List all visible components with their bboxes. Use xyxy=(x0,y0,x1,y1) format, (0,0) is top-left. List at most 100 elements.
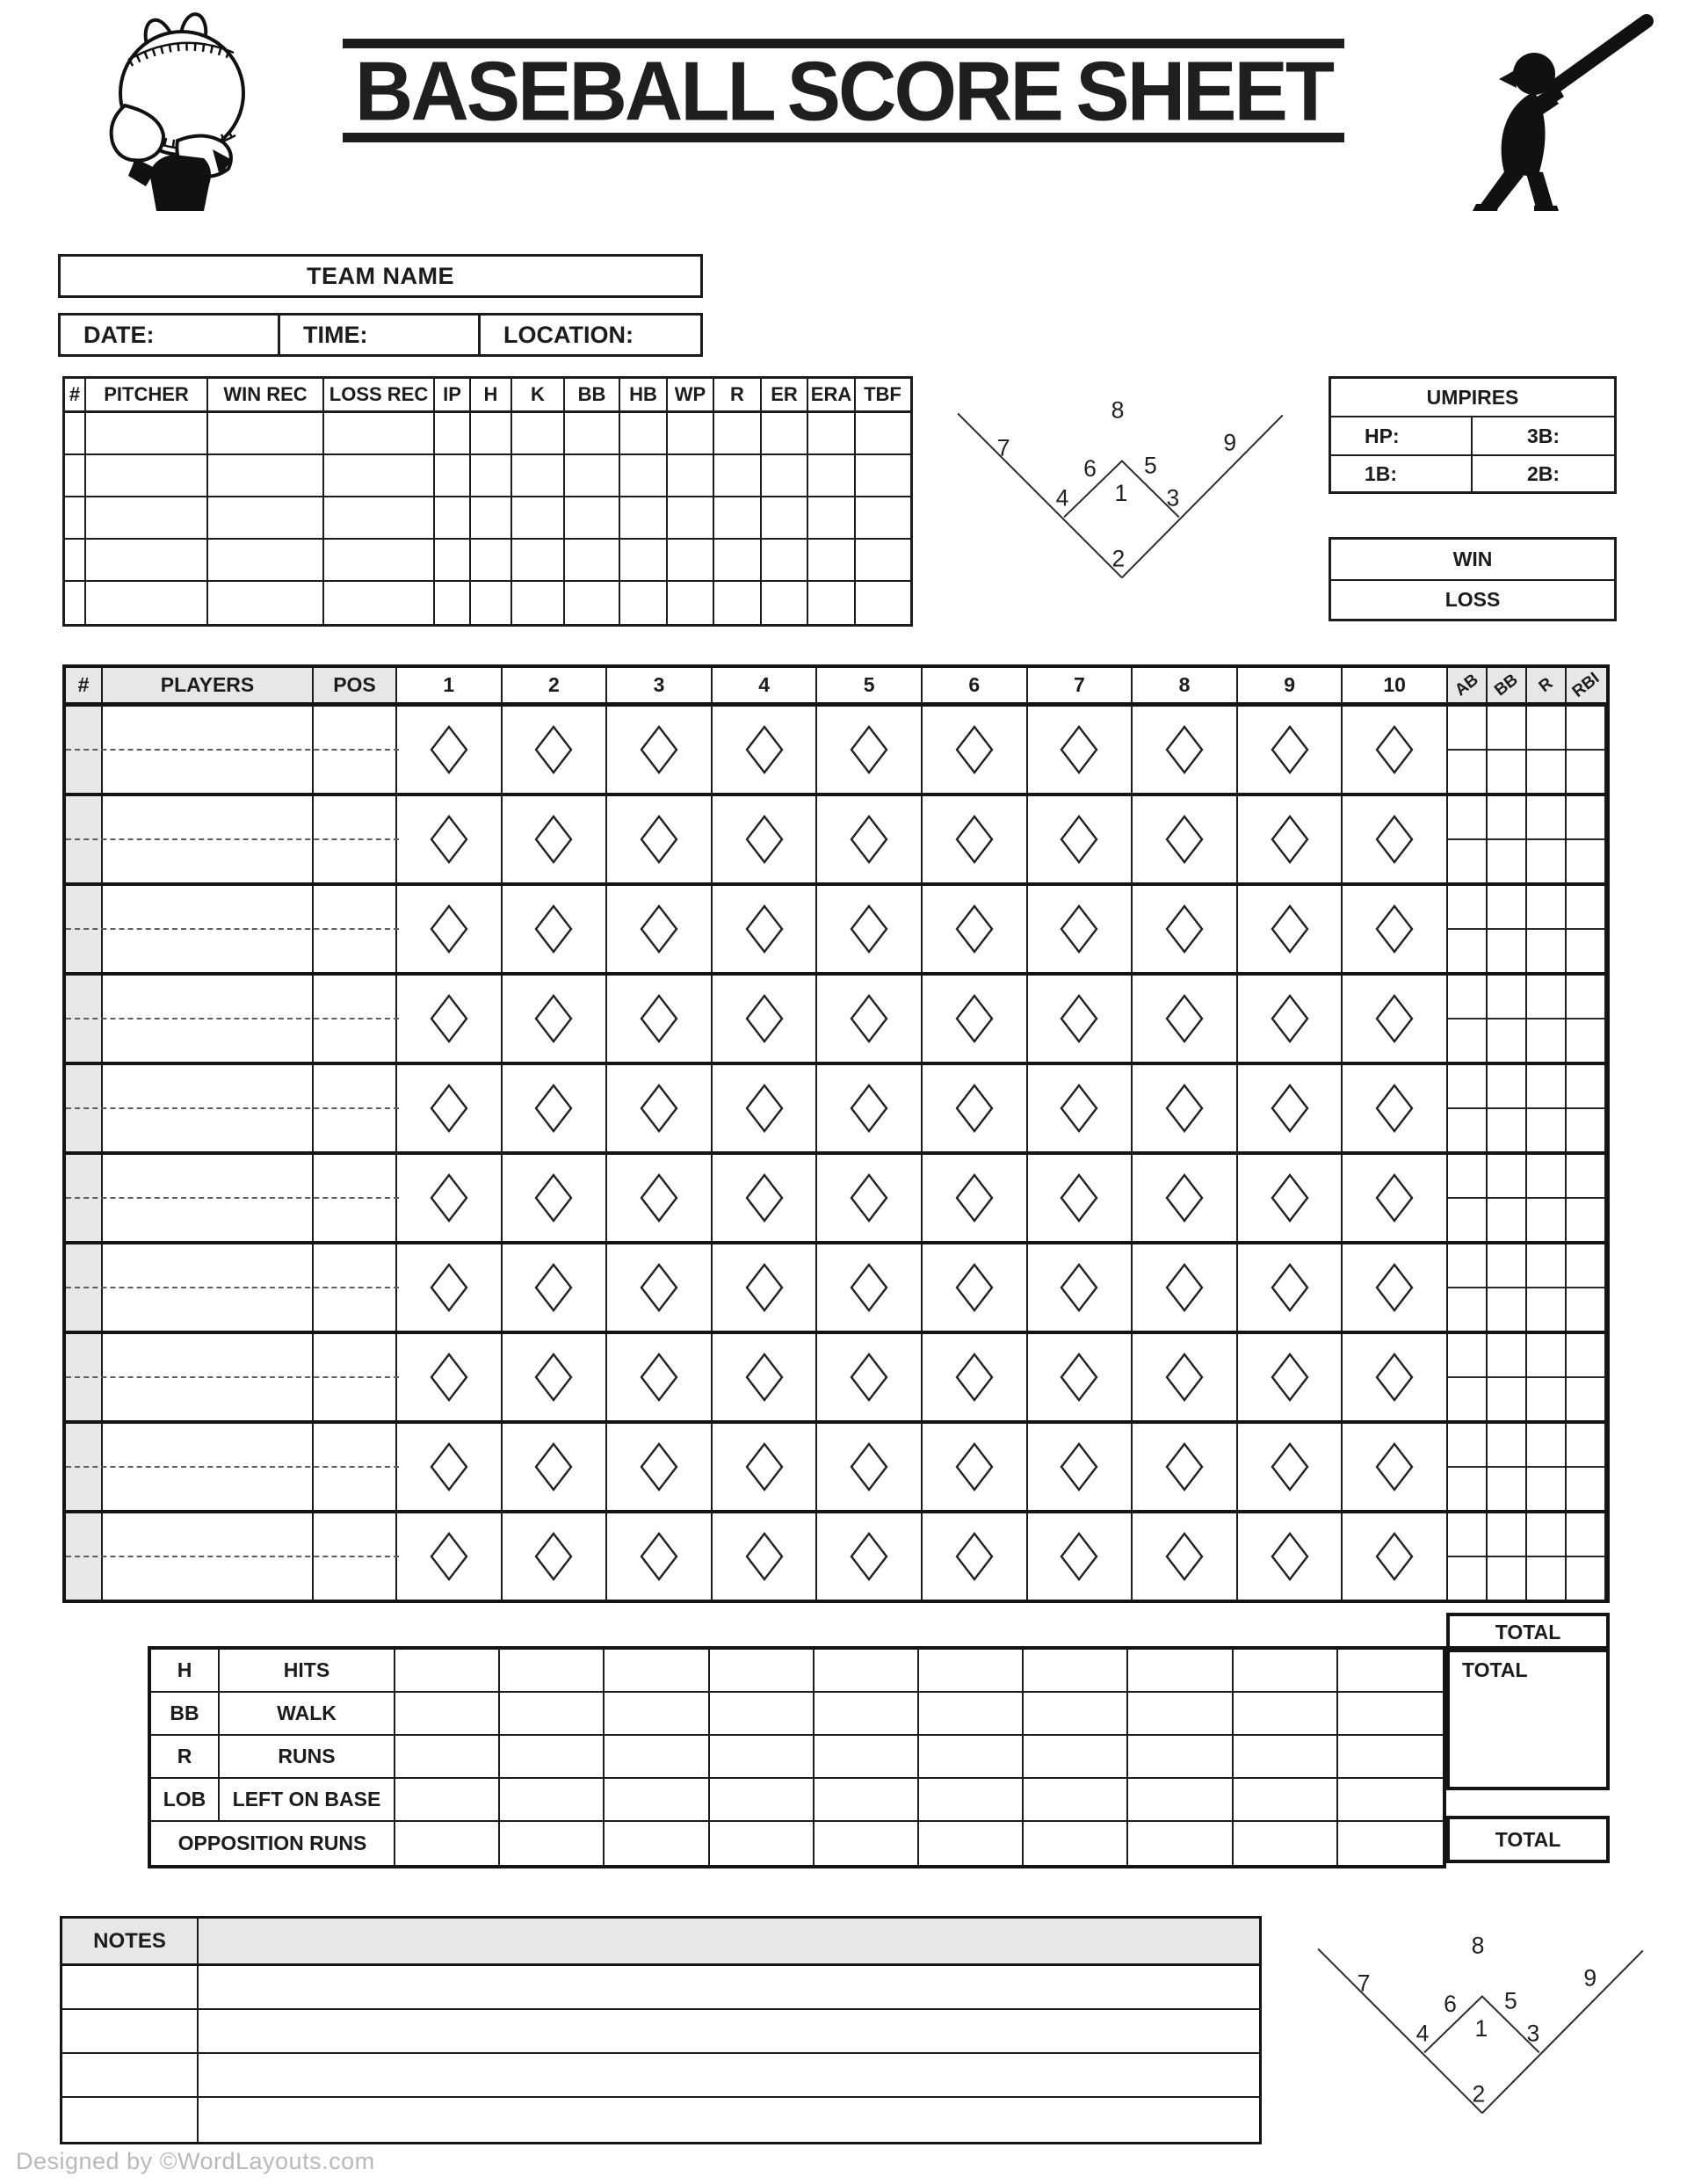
inning-scoring-cell xyxy=(1343,1244,1448,1331)
inning-scoring-cell xyxy=(817,1065,923,1151)
inning-scoring-cell xyxy=(503,1513,608,1600)
summary-cell xyxy=(919,1650,1025,1691)
summary-cell xyxy=(395,1779,501,1820)
pitcher-cell xyxy=(208,455,324,496)
bb-cell xyxy=(1487,1513,1527,1600)
basepath-diamond-icon xyxy=(955,1263,994,1312)
basepath-diamond-icon xyxy=(430,1263,468,1312)
position-3-label: 3 xyxy=(1527,2021,1540,2047)
notes-header-spacer xyxy=(199,1919,1259,1963)
basepath-diamond-icon xyxy=(850,815,888,864)
field-positions-diagram-bottom: 8 7 9 6 5 1 4 3 2 xyxy=(1317,1932,1644,2114)
inning-scoring-cell xyxy=(397,886,503,972)
inning-scoring-cell xyxy=(713,1424,818,1510)
title-rule-top xyxy=(343,39,1344,48)
col-tbf: TBF xyxy=(864,383,901,405)
basepath-diamond-icon xyxy=(430,1173,468,1223)
pitcher-cell xyxy=(565,582,620,624)
basepath-diamond-icon xyxy=(745,725,784,774)
pitcher-cell xyxy=(65,497,86,538)
inning-scoring-cell xyxy=(1133,796,1238,882)
player-row xyxy=(66,1424,1606,1513)
bb-cell xyxy=(1487,1334,1527,1420)
basepath-diamond-icon xyxy=(1375,815,1414,864)
col-rbi: RBI xyxy=(1566,668,1606,702)
r-cell xyxy=(1526,1513,1567,1600)
inning-scoring-cell xyxy=(1028,886,1133,972)
basepath-diamond-icon xyxy=(955,1353,994,1402)
pitcher-cell xyxy=(512,497,565,538)
position-9-label: 9 xyxy=(1583,1965,1596,1992)
pitcher-cell xyxy=(620,540,668,580)
basepath-diamond-icon xyxy=(430,815,468,864)
date-label: DATE: xyxy=(83,321,155,348)
inning-scoring-cell xyxy=(923,1155,1028,1241)
pitcher-cell xyxy=(856,540,909,580)
col-inning-3: 3 xyxy=(607,668,713,702)
bb-cell xyxy=(1487,1155,1527,1241)
summary-cell xyxy=(919,1822,1025,1865)
lob-label: LEFT ON BASE xyxy=(220,1779,395,1820)
inning-scoring-cell xyxy=(1238,1513,1343,1600)
pitcher-cell xyxy=(565,497,620,538)
basepath-diamond-icon xyxy=(534,994,573,1043)
notes-row-left-cell xyxy=(62,2010,199,2052)
summary-cell xyxy=(500,1693,605,1734)
col-loss-rec: LOSS REC xyxy=(324,379,435,410)
time-label: TIME: xyxy=(303,321,368,348)
basepath-diamond-icon xyxy=(430,994,468,1043)
pitcher-cell xyxy=(668,497,714,538)
inning-scoring-cell xyxy=(817,1155,923,1241)
basepath-diamond-icon xyxy=(640,1173,678,1223)
notes-row-right-cell xyxy=(199,2010,1259,2052)
pitcher-table-body xyxy=(65,413,910,624)
inning-scoring-cell xyxy=(1028,1334,1133,1420)
basepath-diamond-icon xyxy=(1375,904,1414,954)
summary-cell xyxy=(710,1650,815,1691)
inning-scoring-cell xyxy=(1133,1244,1238,1331)
basepath-diamond-icon xyxy=(1271,994,1309,1043)
inning-scoring-cell xyxy=(1133,1155,1238,1241)
basepath-diamond-icon xyxy=(1271,1263,1309,1312)
location-label: LOCATION: xyxy=(503,321,634,348)
summary-cell xyxy=(815,1822,919,1865)
summary-cell xyxy=(1338,1693,1443,1734)
position-6-label: 6 xyxy=(1083,455,1097,482)
position-7-label: 7 xyxy=(997,435,1010,461)
notes-row-right-cell xyxy=(199,2054,1259,2096)
pitcher-cell xyxy=(471,497,512,538)
pitcher-cell xyxy=(65,413,86,453)
basepath-diamond-icon xyxy=(1060,725,1098,774)
summary-cell xyxy=(815,1779,919,1820)
summary-cell xyxy=(1024,1736,1129,1777)
basepath-diamond-icon xyxy=(1165,1442,1204,1491)
pitcher-cell xyxy=(86,413,208,453)
pitcher-row xyxy=(65,455,910,497)
basepath-diamond-icon xyxy=(955,815,994,864)
basepath-diamond-icon xyxy=(745,1263,784,1312)
pitcher-row xyxy=(65,582,910,624)
team-name-box: TEAM NAME xyxy=(58,254,703,298)
basepath-diamond-icon xyxy=(745,904,784,954)
summary-cell xyxy=(1128,1822,1234,1865)
inning-scoring-cell xyxy=(1238,1065,1343,1151)
ab-cell xyxy=(1447,1513,1488,1600)
inning-scoring-cell xyxy=(713,796,818,882)
inning-scoring-cell xyxy=(1028,796,1133,882)
hits-row: H HITS xyxy=(151,1650,1443,1693)
col-era: ERA xyxy=(808,379,856,410)
col-inning-2: 2 xyxy=(503,668,608,702)
inning-scoring-cell xyxy=(1028,976,1133,1062)
basepath-diamond-icon xyxy=(1060,1353,1098,1402)
opposition-runs-label: OPPOSITION RUNS xyxy=(151,1822,395,1865)
pitcher-cell xyxy=(714,582,762,624)
inning-scoring-cell xyxy=(503,976,608,1062)
basepath-diamond-icon xyxy=(850,1263,888,1312)
location-field: LOCATION: xyxy=(478,316,700,354)
player-row xyxy=(66,1334,1606,1424)
inning-scoring-cell xyxy=(713,1065,818,1151)
player-row xyxy=(66,707,1606,796)
lob-row: LOB LEFT ON BASE xyxy=(151,1779,1443,1822)
summary-cell xyxy=(710,1736,815,1777)
summary-cell xyxy=(605,1736,710,1777)
